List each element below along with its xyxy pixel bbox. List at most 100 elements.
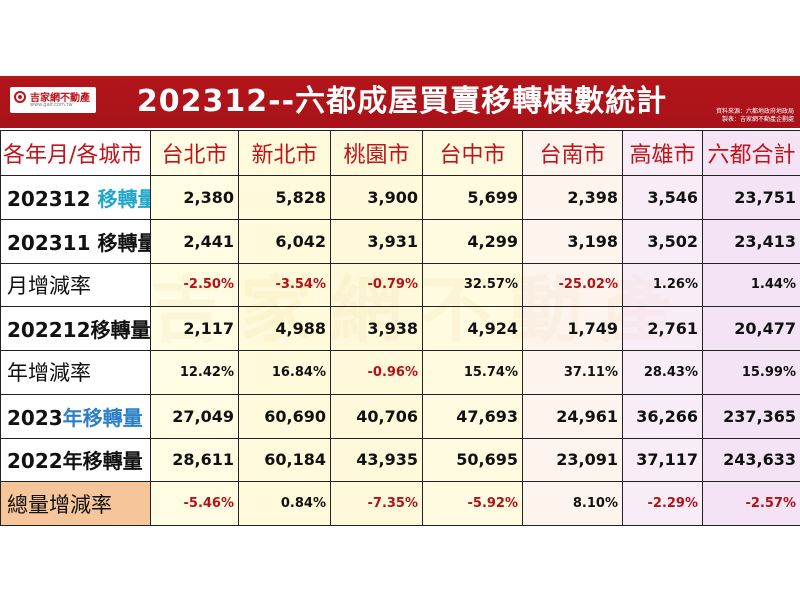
table-cell: 3,931: [330, 218, 423, 264]
column-header: 六都合計: [702, 130, 800, 176]
table-row: 202212移轉量 2,117 4,988 3,938 4,924 1,749 2,761 2…: [0, 306, 800, 351]
table-cell: -2.50%: [150, 262, 239, 308]
table-cell: 36,266: [622, 393, 703, 439]
table-cell: 50,695: [422, 437, 523, 483]
table-cell: -7.35%: [330, 481, 423, 526]
table-cell: 4,299: [422, 218, 523, 264]
table-cell: 1.26%: [622, 262, 703, 308]
table-cell: 12.42%: [150, 350, 239, 395]
table-cell: 4,924: [422, 306, 523, 351]
table-cell: -5.92%: [422, 481, 523, 526]
row-label: 2023年移轉量: [0, 393, 151, 439]
transfer-table: 各年月/各城市 台北市 新北市 桃園市 台中市 台南市 高雄市 六都合計 202…: [0, 130, 800, 526]
row-label-text: 月增減率: [7, 273, 91, 298]
table-cell: 5,699: [422, 175, 523, 220]
page-title: 202312--六都成屋買賣移轉棟數統計: [136, 84, 668, 119]
row-label-text: 年增減率: [7, 361, 91, 386]
table-cell: 3,502: [622, 218, 703, 264]
table-cell: 23,413: [702, 218, 800, 264]
table-cell: -3.54%: [238, 262, 331, 308]
row-label-text: 202312: [7, 186, 98, 211]
table-cell: 3,900: [330, 175, 423, 220]
row-label: 202311 移轉量: [0, 218, 151, 264]
table-cell: 15.74%: [422, 350, 523, 395]
table-cell: -0.96%: [330, 350, 423, 395]
table-row: 2023年移轉量 27,049 60,690 40,706 47,693 24,961 36…: [0, 393, 800, 439]
table-cell: 0.84%: [238, 481, 331, 526]
row-label-highlight: 移轉量: [97, 186, 149, 211]
row-label: 月增減率: [0, 262, 151, 308]
table-header-row: 各年月/各城市 台北市 新北市 桃園市 台中市 台南市 高雄市 六都合計: [0, 130, 800, 176]
table-cell: 47,693: [422, 393, 523, 439]
table-cell: -0.79%: [330, 262, 423, 308]
table-cell: 3,546: [622, 175, 703, 220]
table-cell: 60,184: [238, 437, 331, 483]
table-cell: -25.02%: [522, 262, 623, 308]
table-cell: -2.57%: [702, 481, 800, 526]
table-cell: 15.99%: [702, 350, 800, 395]
row-label: 202312 移轉量: [0, 175, 151, 220]
slide: 吉家網不動產 www.gair.com.tw 202312--六都成屋買賣移轉棟…: [0, 76, 800, 526]
row-label-text: 總量增減率: [7, 492, 112, 517]
table-cell: 2,441: [150, 218, 239, 264]
table-cell: 40,706: [330, 393, 423, 439]
row-label-text: 2022年移轉量: [7, 449, 143, 474]
row-label: 2022年移轉量: [0, 437, 151, 483]
table-cell: 20,477: [702, 306, 800, 351]
table-cell: 2,380: [150, 175, 239, 220]
table-row: 202312 移轉量2,3805,8283,9005,6992,3983,546…: [0, 175, 800, 220]
table-cell: 37,117: [622, 437, 703, 483]
table-row: 202311 移轉量 2,441 6,042 3,931 4,299 3,198 3,502…: [0, 218, 800, 264]
table-cell: -5.46%: [150, 481, 239, 526]
row-label: 202212移轉量: [0, 306, 151, 351]
row-label-text: 202212移轉量: [7, 318, 151, 343]
table-cell: 2,761: [622, 306, 703, 351]
table-cell: 60,690: [238, 393, 331, 439]
column-header: 台北市: [150, 130, 239, 176]
table-cell: 4,988: [238, 306, 331, 351]
table-cell: 243,633: [702, 437, 800, 483]
logo-mark-icon: [14, 91, 26, 103]
table-cell: 24,961: [522, 393, 623, 439]
source-line-2: 製表：吉家網不動產企劃處: [721, 116, 794, 123]
table-cell: 37.11%: [522, 350, 623, 395]
logo-subtext: www.gair.com.tw: [30, 102, 73, 108]
source-line-1: 資料來源：六都地政府地政局: [715, 108, 794, 115]
row-label-text: 202311 移轉量: [7, 230, 151, 255]
table-row: 月增減率 -2.50% -3.54% -0.79% 32.57% -25.02% 1.26%…: [0, 262, 800, 308]
column-header: 桃園市: [330, 130, 423, 176]
table-cell: 43,935: [330, 437, 423, 483]
table-cell: 5,828: [238, 175, 331, 220]
table-cell: 23,751: [702, 175, 800, 220]
table-cell: 1,749: [522, 306, 623, 351]
table-cell: 32.57%: [422, 262, 523, 308]
table-cell: 6,042: [238, 218, 331, 264]
column-header: 台南市: [522, 130, 623, 176]
column-header: 台中市: [422, 130, 523, 176]
table-cell: 28.43%: [622, 350, 703, 395]
table-cell: 3,198: [522, 218, 623, 264]
column-header: 新北市: [238, 130, 331, 176]
table-cell: 237,365: [702, 393, 800, 439]
table-row: 2022年移轉量 28,611 60,184 43,935 50,695 23,091 37…: [0, 437, 800, 483]
row-label: 總量增減率: [0, 481, 151, 526]
row-label-highlight: 年移轉量: [62, 405, 143, 430]
table-cell: -2.29%: [622, 481, 703, 526]
logo-text: 吉家網不動產: [30, 93, 90, 104]
column-header: 各年月/各城市: [0, 130, 151, 176]
table-row: 年增減率 12.42% 16.84% -0.96% 15.74% 37.11% 28.43%…: [0, 350, 800, 395]
table-cell: 28,611: [150, 437, 239, 483]
table-cell: 1.44%: [702, 262, 800, 308]
table-cell: 23,091: [522, 437, 623, 483]
table-cell: 3,938: [330, 306, 423, 351]
table-cell: 2,398: [522, 175, 623, 220]
company-logo: 吉家網不動產 www.gair.com.tw: [10, 87, 96, 113]
table-cell: 27,049: [150, 393, 239, 439]
table-cell: 2,117: [150, 306, 239, 351]
title-banner: 吉家網不動產 www.gair.com.tw 202312--六都成屋買賣移轉棟…: [0, 76, 800, 128]
table-row: 總量增減率 -5.46% 0.84% -7.35% -5.92% 8.10% -2.29% -…: [0, 481, 800, 526]
table-cell: 8.10%: [522, 481, 623, 526]
source-note: 資料來源：六都地政府地政局 製表：吉家網不動產企劃處: [716, 108, 794, 124]
table-cell: 16.84%: [238, 350, 331, 395]
row-label-text: 2023: [7, 405, 63, 430]
